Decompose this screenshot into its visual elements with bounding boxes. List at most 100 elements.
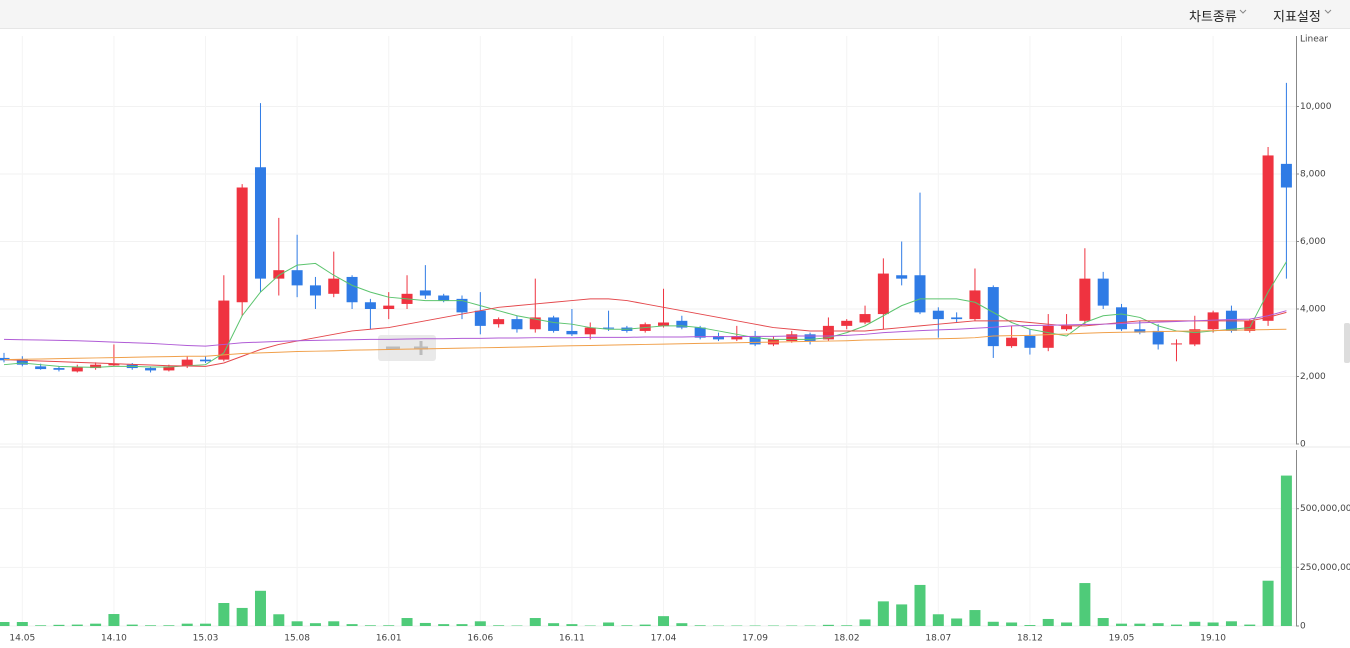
- candle-body: [694, 327, 706, 338]
- y-tick-label: 4,000: [1300, 305, 1326, 315]
- volume-bar: [1042, 618, 1054, 626]
- volume-bar: [658, 616, 670, 626]
- candle-body: [163, 366, 175, 371]
- volume-bar: [1244, 624, 1256, 626]
- x-tick-label: 16.06: [467, 634, 493, 644]
- x-tick-label: 19.05: [1109, 634, 1135, 644]
- x-tick-label: 17.04: [651, 634, 677, 644]
- candle-body: [309, 285, 321, 296]
- volume-bar: [16, 622, 28, 626]
- candle-body: [1042, 325, 1054, 348]
- volume-bar: [163, 625, 175, 626]
- candle-body: [218, 300, 230, 360]
- volume-bar: [1024, 625, 1036, 626]
- volume-bar: [822, 624, 834, 626]
- x-tick-label: 15.03: [193, 634, 219, 644]
- volume-bar: [383, 625, 395, 626]
- candle-body: [511, 319, 523, 330]
- candle-body: [841, 320, 853, 326]
- volume-bar: [841, 625, 853, 626]
- candle-body: [676, 320, 688, 328]
- volume-bar: [859, 619, 871, 626]
- candle-body: [1061, 325, 1073, 330]
- x-tick-label: 18.07: [925, 634, 951, 644]
- volume-bar: [987, 621, 999, 626]
- candle-body: [786, 334, 798, 342]
- volume-bar: [438, 624, 450, 626]
- candle-body: [603, 327, 615, 329]
- chart-type-menu[interactable]: 차트종류: [1189, 10, 1237, 25]
- candle-body: [1152, 330, 1164, 345]
- volume-bar: [401, 618, 413, 626]
- volume-bar: [1189, 621, 1201, 626]
- y-tick-label: 0: [1300, 622, 1306, 632]
- candle-body: [1244, 320, 1256, 331]
- y-tick-label: 2,000: [1300, 372, 1326, 382]
- candle-body: [1006, 337, 1018, 347]
- candle-body: [529, 317, 541, 330]
- candle-body: [493, 319, 505, 325]
- volume-bar: [1280, 475, 1292, 626]
- candle-body: [859, 314, 871, 323]
- volume-bar: [273, 614, 285, 626]
- candle-body: [364, 302, 376, 309]
- zoom-controls: [378, 335, 436, 361]
- volume-bar: [456, 624, 468, 626]
- volume-bar: [493, 625, 505, 626]
- toolbar: 차트종류 지표설정: [0, 0, 1350, 29]
- candle-body: [16, 359, 28, 365]
- candle-body: [1262, 155, 1274, 321]
- candle-body: [987, 287, 999, 347]
- candle-body: [658, 322, 670, 326]
- x-tick-label: 19.10: [1200, 634, 1226, 644]
- candle-body: [1024, 336, 1036, 348]
- volume-bar: [90, 623, 102, 626]
- volume-bar: [309, 623, 321, 626]
- volume-bar: [621, 625, 633, 626]
- marks: [0, 82, 1292, 626]
- volume-bar: [548, 623, 560, 626]
- volume-bar: [529, 618, 541, 626]
- volume-bar: [969, 610, 981, 626]
- candle-body: [291, 270, 303, 286]
- volume-bar: [200, 623, 212, 626]
- scroll-handle[interactable]: [1344, 323, 1350, 363]
- candle-body: [346, 276, 358, 303]
- volume-bar: [346, 624, 358, 626]
- candle-body: [328, 278, 340, 294]
- volume-bar: [291, 621, 303, 626]
- volume-bar: [126, 624, 138, 626]
- volume-bar: [676, 623, 688, 626]
- candle-body: [254, 167, 266, 279]
- volume-bar: [1079, 583, 1091, 626]
- volume-bar: [181, 623, 193, 626]
- candle-body: [969, 290, 981, 320]
- candle-body: [566, 330, 578, 335]
- candle-body: [804, 334, 816, 342]
- volume-bar: [328, 621, 340, 626]
- candle-body: [419, 290, 431, 296]
- moving-average-line: [3, 328, 1287, 361]
- volume-bar: [1134, 623, 1146, 626]
- volume-bar: [35, 625, 47, 626]
- candle-body: [712, 336, 724, 340]
- volume-bar: [1170, 624, 1182, 626]
- zoom-in[interactable]: [414, 341, 428, 355]
- indicator-menu[interactable]: 지표설정: [1273, 10, 1321, 25]
- candle-body: [914, 275, 926, 313]
- candle-body: [181, 359, 193, 367]
- candle-body: [456, 298, 468, 313]
- moving-average-line: [3, 310, 1287, 347]
- volume-bar: [1262, 580, 1274, 626]
- volume-bar: [1006, 622, 1018, 626]
- candle-body: [1116, 307, 1128, 330]
- volume-bar: [108, 614, 120, 626]
- volume-bar: [603, 622, 615, 626]
- candle-body: [1134, 329, 1146, 333]
- volume-bar: [218, 603, 230, 626]
- candle-body: [1079, 278, 1091, 321]
- candle-body: [932, 310, 944, 320]
- volume-bar: [145, 625, 157, 626]
- volume-bar: [1225, 621, 1237, 626]
